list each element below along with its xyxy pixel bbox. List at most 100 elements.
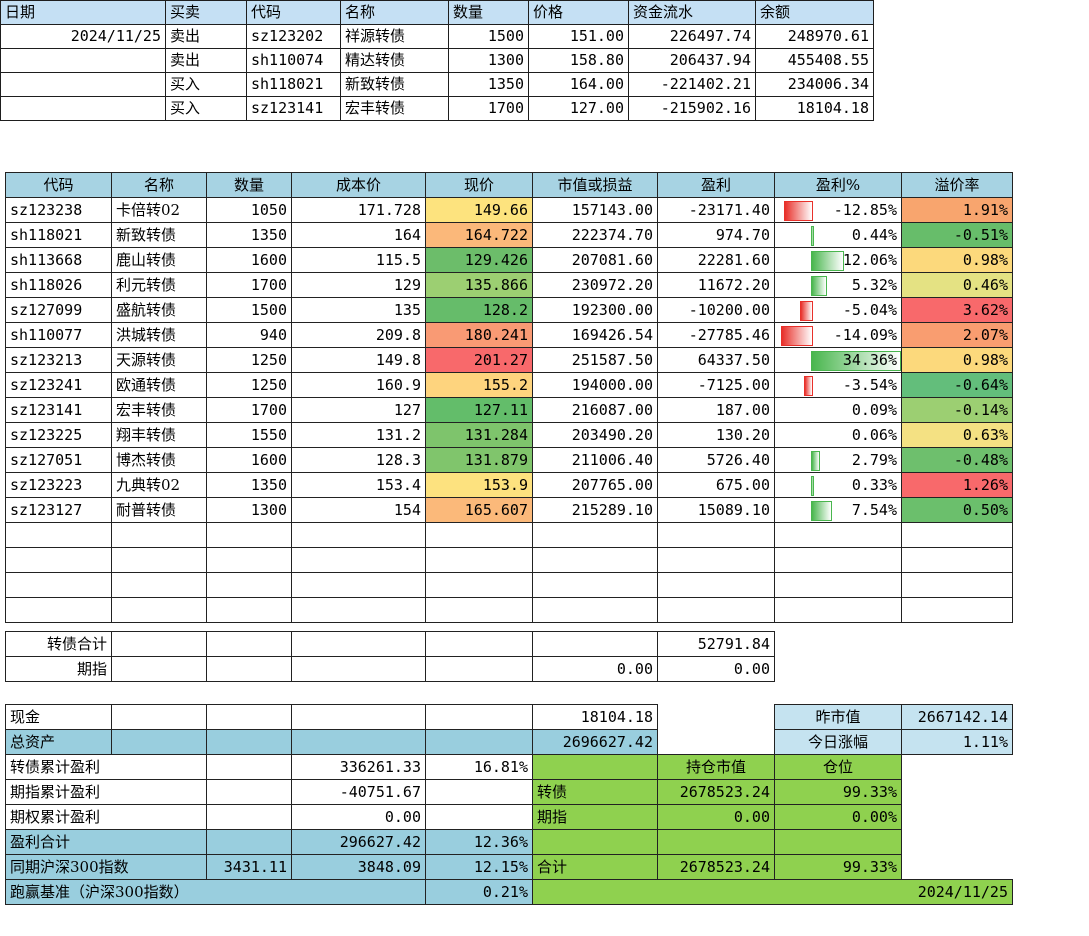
profit-total-value: 296627.42 xyxy=(291,829,426,855)
beat-benchmark-pct: 0.21% xyxy=(425,879,533,905)
holding-code: sh110077 xyxy=(5,322,112,348)
holding-qty: 1250 xyxy=(206,372,292,398)
opt-cum-value: 0.00 xyxy=(291,804,426,830)
hs300-pct: 12.15% xyxy=(425,854,533,880)
trade-code: sh110074 xyxy=(246,48,341,73)
holding-row: sz127099 盛航转债 1500 135 128.2 192300.00 -10200.… xyxy=(5,297,1013,323)
trade-flow: -221402.21 xyxy=(628,72,756,97)
futures-mv: 0.00 xyxy=(532,656,658,682)
holding-market-value: 222374.70 xyxy=(532,222,658,248)
holding-profit: 64337.50 xyxy=(657,347,775,373)
holding-row: sz123127 耐普转债 1300 154 165.607 215289.10 15089… xyxy=(5,497,1013,523)
fut-row-label: 期指 xyxy=(532,804,658,830)
holding-row: sz123141 宏丰转债 1700 127 127.11 216087.00 187.00… xyxy=(5,397,1013,423)
holding-profit-pct: -14.09% xyxy=(774,322,902,348)
holding-premium: -0.51% xyxy=(901,222,1013,248)
holding-price: 180.241 xyxy=(425,322,533,348)
holding-premium: 0.63% xyxy=(901,422,1013,448)
holding-market-value: 215289.10 xyxy=(532,497,658,523)
futures-row: 期指 0.00 0.00 xyxy=(5,656,1013,682)
prev-mv-value: 2667142.14 xyxy=(901,704,1013,730)
trade-table: 日期 买卖 代码 名称 数量 价格 资金流水 余额 2024/11/25 卖出 sz123202 祥源… xyxy=(0,0,874,121)
today-change-value: 1.11% xyxy=(901,729,1013,755)
trade-side: 卖出 xyxy=(165,24,247,49)
profit-pct-text: 0.06% xyxy=(851,425,897,444)
holding-row: sz123223 九典转02 1350 153.4 153.9 207765.00 675.… xyxy=(5,472,1013,498)
holding-profit: -10200.00 xyxy=(657,297,775,323)
profit-pct-bar xyxy=(811,251,844,271)
holdings-header-cell: 溢价率 xyxy=(901,172,1013,198)
holding-row: sh110077 洪城转债 940 209.8 180.241 169426.54 -277… xyxy=(5,322,1013,348)
fut-mv: 0.00 xyxy=(657,804,775,830)
holding-profit-pct: 34.36% xyxy=(774,347,902,373)
hs300-end: 3848.09 xyxy=(291,854,426,880)
holding-cost: 129 xyxy=(291,272,426,298)
trade-date xyxy=(0,72,166,97)
trade-balance: 234006.34 xyxy=(755,72,874,97)
holding-name: 盛航转债 xyxy=(111,297,207,323)
holding-price: 129.426 xyxy=(425,247,533,273)
trade-header-row: 日期 买卖 代码 名称 数量 价格 资金流水 余额 xyxy=(0,0,874,25)
holding-profit-pct: -3.54% xyxy=(774,372,902,398)
holdings-header-cell: 盈利 xyxy=(657,172,775,198)
holding-qty: 1700 xyxy=(206,397,292,423)
trade-header-cell: 日期 xyxy=(0,0,166,25)
profit-pct-bar xyxy=(811,226,814,246)
holding-profit: 130.20 xyxy=(657,422,775,448)
holding-qty: 1300 xyxy=(206,497,292,523)
cb-mv: 2678523.24 xyxy=(657,779,775,805)
holding-premium: 0.98% xyxy=(901,247,1013,273)
holding-cost: 164 xyxy=(291,222,426,248)
trade-code: sz123202 xyxy=(246,24,341,49)
profit-pct-bar xyxy=(804,376,813,396)
profit-pct-text: 7.54% xyxy=(851,500,897,519)
holdings-header-row: 代码 名称 数量 成本价 现价 市值或损益 盈利 盈利% 溢价率 xyxy=(5,172,1013,198)
holding-price: 128.2 xyxy=(425,297,533,323)
trade-row: 卖出 sh110074 精达转债 1300 158.80 206437.94 455408.… xyxy=(0,48,874,73)
holding-code: sz123238 xyxy=(5,197,112,223)
trade-name: 祥源转债 xyxy=(340,24,449,49)
holding-market-value: 194000.00 xyxy=(532,372,658,398)
fut-position: 0.00% xyxy=(774,804,902,830)
empty-row xyxy=(5,597,1013,623)
holding-profit-pct: 5.32% xyxy=(774,272,902,298)
holding-name: 新致转债 xyxy=(111,222,207,248)
trade-row: 2024/11/25 卖出 sz123202 祥源转债 1500 151.00 226497… xyxy=(0,24,874,49)
holding-market-value: 157143.00 xyxy=(532,197,658,223)
holding-row: sz127051 博杰转债 1600 128.3 131.879 211006.40 572… xyxy=(5,447,1013,473)
holding-price: 149.66 xyxy=(425,197,533,223)
holding-price: 165.607 xyxy=(425,497,533,523)
holding-code: sh113668 xyxy=(5,247,112,273)
trade-header-cell: 名称 xyxy=(340,0,449,25)
cb-total-profit: 52791.84 xyxy=(657,631,775,657)
holding-cost: 160.9 xyxy=(291,372,426,398)
trade-code: sz123141 xyxy=(246,96,341,121)
holding-market-value: 203490.20 xyxy=(532,422,658,448)
fut-cum-label: 期指累计盈利 xyxy=(5,779,207,805)
total-mv: 2678523.24 xyxy=(657,854,775,880)
holding-code: sz123223 xyxy=(5,472,112,498)
profit-pct-text: -5.04% xyxy=(842,300,897,319)
holding-price: 153.9 xyxy=(425,472,533,498)
holdings-header-cell: 数量 xyxy=(206,172,292,198)
holding-premium: 0.98% xyxy=(901,347,1013,373)
futures-label: 期指 xyxy=(5,656,112,682)
holding-profit-pct: 2.79% xyxy=(774,447,902,473)
holding-code: sz123241 xyxy=(5,372,112,398)
holding-code: sz123127 xyxy=(5,497,112,523)
holding-profit: 11672.20 xyxy=(657,272,775,298)
holding-price: 155.2 xyxy=(425,372,533,398)
holding-market-value: 251587.50 xyxy=(532,347,658,373)
holdings-header-cell: 市值或损益 xyxy=(532,172,658,198)
holding-name: 博杰转债 xyxy=(111,447,207,473)
holding-cost: 149.8 xyxy=(291,347,426,373)
profit-pct-bar xyxy=(800,301,813,321)
holding-price: 127.11 xyxy=(425,397,533,423)
holding-price: 201.27 xyxy=(425,347,533,373)
holding-code: sz123225 xyxy=(5,422,112,448)
profit-pct-text: 2.79% xyxy=(851,450,897,469)
today-change-label: 今日涨幅 xyxy=(774,729,902,755)
holding-row: sh118021 新致转债 1350 164 164.722 222374.70 974.7… xyxy=(5,222,1013,248)
trade-name: 精达转债 xyxy=(340,48,449,73)
holding-code: sh118026 xyxy=(5,272,112,298)
